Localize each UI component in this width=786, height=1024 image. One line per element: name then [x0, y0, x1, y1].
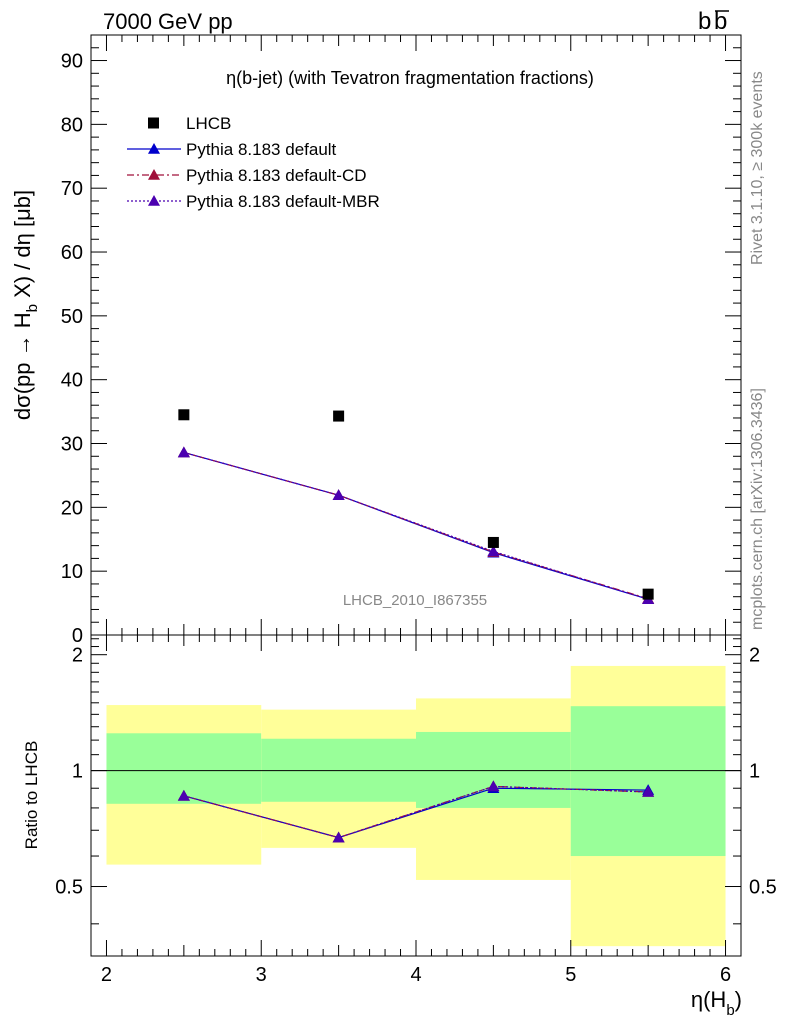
mcplots-reference-label: mcplots.cern.ch [arXiv:1306.3436]: [749, 388, 766, 630]
ratio-series-group: [177, 780, 655, 843]
legend-marker-2: [148, 169, 160, 180]
main-y-tick-label: 50: [61, 306, 83, 328]
x-axis-label: η(Hb): [691, 987, 742, 1019]
ratio-y-tick-label-right: 2: [749, 645, 760, 667]
legend-marker-3: [148, 195, 160, 206]
inner-uncertainty-band: [570, 706, 726, 857]
rivet-version-label: Rivet 3.1.10, ≥ 300k events: [749, 71, 766, 265]
ratio-y-axis: 0.5 0.5 1 1 2 2: [55, 638, 777, 925]
ratio-y-tick-label-right: 1: [749, 761, 760, 783]
plot-title: η(b-jet) (with Tevatron fragmentation fr…: [226, 68, 594, 88]
main-y-tick-label: 40: [61, 370, 83, 392]
lhcb-data-point: [333, 410, 345, 422]
ratio-series-3-point: [642, 785, 655, 797]
ratio-y-tick-label: 0.5: [55, 877, 83, 899]
ratio-series-3-point: [177, 789, 190, 801]
series-line-1: [183, 451, 649, 600]
ratio-y-axis-label: Ratio to LHCB: [22, 741, 41, 850]
x-tick-label: 4: [410, 964, 421, 986]
legend-marker-1: [148, 143, 160, 154]
ratio-series-line-3: [183, 785, 649, 839]
ratio-uncertainty-bands: [106, 665, 726, 947]
legend-marker-lhcb: [148, 117, 159, 129]
x-axis: 2 3 4 5 6: [90, 635, 742, 986]
series-3-point: [332, 489, 345, 501]
main-series-group: [177, 409, 655, 605]
lhcb-data-point: [178, 409, 190, 421]
analysis-label: LHCB_2010_I867355: [343, 592, 487, 609]
header-energy-label: 7000 GeV pp: [103, 9, 233, 34]
ratio-plot-panel: 0.5 0.5 1 1 2 2 2 3 4 5 6 Ratio to LHCB η(Hb): [22, 634, 777, 1019]
series-3-point: [177, 446, 190, 458]
lhcb-data-point: [487, 536, 499, 548]
ratio-series-3-point: [332, 831, 345, 843]
inner-uncertainty-band: [416, 731, 571, 808]
main-y-tick-label: 10: [61, 561, 83, 583]
legend: LHCB Pythia 8.183 default Pythia 8.183 def…: [127, 114, 380, 211]
ratio-y-tick-label: 2: [72, 645, 83, 667]
ratio-y-tick-label-right: 0.5: [749, 877, 777, 899]
legend-label: LHCB: [186, 114, 231, 133]
legend-label: Pythia 8.183 default: [186, 140, 337, 159]
series-line-2: [183, 451, 649, 600]
main-plot-panel: 0 10 20 30 40 50 60 70 80 90 η(b-jet) (with Tevat…: [10, 34, 742, 647]
svg-text:b: b: [714, 8, 727, 35]
x-tick-label: 3: [256, 964, 267, 986]
ratio-y-tick-label: 1: [72, 761, 83, 783]
x-tick-label: 5: [565, 964, 576, 986]
x-tick-label: 6: [720, 964, 731, 986]
main-y-axis-label: dσ(pp → Hb X) / dη [μb]: [10, 190, 41, 420]
x-tick-label: 2: [101, 964, 112, 986]
main-y-tick-label: 30: [61, 434, 83, 456]
lhcb-data-point: [642, 588, 654, 600]
series-3-point: [487, 545, 500, 557]
main-y-tick-label: 80: [61, 114, 83, 136]
svg-text:b: b: [698, 8, 711, 35]
main-y-axis: 0 10 20 30 40 50 60 70 80 90: [61, 34, 741, 647]
ratio-series-3-point: [487, 780, 500, 792]
main-y-tick-label: 70: [61, 178, 83, 200]
main-x-ticks: [90, 35, 742, 635]
legend-label: Pythia 8.183 default-MBR: [186, 192, 380, 211]
legend-label: Pythia 8.183 default-CD: [186, 166, 367, 185]
main-y-tick-label: 60: [61, 242, 83, 264]
main-y-tick-label: 20: [61, 497, 83, 519]
main-y-tick-label: 0: [72, 625, 83, 647]
main-y-tick-label: 90: [61, 51, 83, 73]
header-process-label: b b: [698, 8, 729, 35]
series-line-3: [183, 451, 649, 600]
